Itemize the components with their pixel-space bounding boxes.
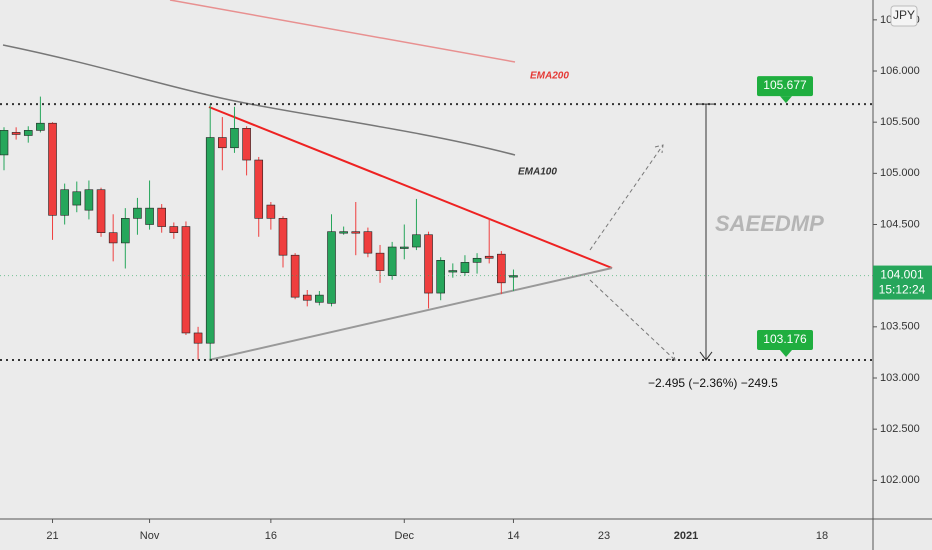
- candle-body: [121, 218, 130, 244]
- y-tick-label: 102.000: [880, 474, 920, 486]
- ema200-label: EMA200: [530, 71, 569, 82]
- candle-body: [375, 252, 385, 271]
- candle-body: [157, 207, 166, 227]
- candle-body: [448, 270, 458, 273]
- candle-body: [218, 137, 227, 149]
- candle-body: [193, 332, 203, 344]
- candle-body: [11, 132, 21, 135]
- candle-body: [424, 234, 433, 294]
- x-tick-label: 16: [265, 530, 277, 542]
- x-tick-label: 21: [46, 530, 58, 542]
- x-tick-label: 18: [816, 530, 828, 542]
- y-tick-label: 105.500: [880, 116, 920, 128]
- y-tick-label: 105.000: [880, 167, 920, 179]
- candle-body: [254, 159, 264, 219]
- candle-body: [436, 260, 445, 294]
- level-label-box: [757, 329, 813, 350]
- candle-body: [205, 137, 215, 344]
- last-price-box: [873, 265, 932, 300]
- x-tick-label: 2021: [674, 530, 698, 542]
- currency-button[interactable]: [890, 5, 918, 27]
- candle-body: [96, 189, 106, 233]
- candle-body: [133, 207, 142, 219]
- candle-body: [399, 246, 409, 249]
- ema100-label: EMA100: [518, 167, 557, 178]
- candle-body: [363, 231, 373, 254]
- candle-body: [23, 130, 33, 136]
- y-tick-label: 104.500: [880, 218, 920, 230]
- measure-arrow: [699, 351, 713, 361]
- triangle-lower: [208, 267, 613, 361]
- level-label-box: [757, 76, 813, 97]
- candle-body: [509, 275, 518, 278]
- y-tick-label: 102.500: [880, 423, 920, 435]
- candle-body: [387, 246, 397, 276]
- x-tick-label: 23: [598, 530, 610, 542]
- y-tick-label: 106.000: [880, 65, 920, 77]
- candle-body: [230, 128, 239, 149]
- ema200-line: [169, 0, 516, 63]
- y-tick-label: 103.000: [880, 372, 920, 384]
- currency-label[interactable]: JPY: [893, 8, 915, 22]
- candle-body: [278, 218, 288, 256]
- level-label-pointer: [780, 349, 792, 357]
- level-label: 103.176: [763, 332, 807, 346]
- candle-body: [302, 294, 312, 301]
- candle-body: [48, 122, 57, 216]
- countdown-label: 15:12:24: [879, 283, 926, 297]
- candle-body: [84, 189, 94, 211]
- level-label-pointer: [780, 96, 792, 104]
- x-tick-label: Dec: [395, 530, 415, 542]
- measure-label: −2.495 (−2.36%) −249.5: [648, 376, 778, 390]
- x-tick-label: 14: [507, 530, 519, 542]
- candle-body: [484, 255, 494, 259]
- candle-body: [60, 189, 69, 216]
- candle-body: [315, 294, 324, 303]
- candle-body: [72, 191, 82, 206]
- candle-body: [169, 226, 179, 233]
- breakout-arrow-down: [589, 279, 676, 361]
- x-tick-label: Nov: [140, 530, 160, 542]
- candle-body: [108, 232, 118, 244]
- candle-body: [181, 226, 191, 334]
- candle-body: [497, 253, 506, 284]
- ema100-line: [2, 44, 516, 156]
- candle-body: [351, 231, 361, 234]
- candle-body: [0, 130, 9, 156]
- candle-body: [327, 231, 336, 304]
- y-tick-label: 103.500: [880, 321, 920, 333]
- watermark: SAEEDMP: [715, 211, 824, 236]
- candle-body: [36, 122, 45, 131]
- triangle-upper: [208, 106, 613, 269]
- candle-body: [266, 204, 276, 219]
- candle-body: [145, 207, 154, 225]
- candle-body: [339, 231, 348, 234]
- candle-body: [472, 257, 482, 263]
- breakout-arrow-up: [589, 144, 664, 251]
- level-label: 105.677: [763, 78, 807, 92]
- candle-body: [412, 234, 421, 248]
- candle-body: [242, 128, 251, 161]
- last-price-label: 104.001: [880, 268, 924, 282]
- candle-body: [460, 262, 470, 273]
- candle-body: [290, 254, 300, 298]
